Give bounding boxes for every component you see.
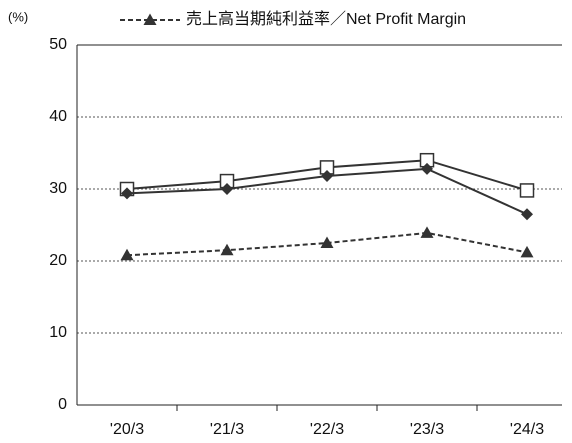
marker <box>120 248 134 261</box>
marker <box>421 162 433 175</box>
marker <box>519 183 535 198</box>
x-tick-label: '20/3 <box>110 421 144 438</box>
x-tick-label: '23/3 <box>410 421 444 438</box>
legend-label: 売上高当期純利益率／Net Profit Margin <box>186 10 466 28</box>
marker <box>320 236 334 248</box>
marker <box>121 187 133 200</box>
y-axis-label: (%) <box>8 9 28 24</box>
y-tick-label: 0 <box>58 396 67 413</box>
marker <box>420 226 434 238</box>
x-tick-label: '24/3 <box>510 421 544 438</box>
marker <box>321 170 333 183</box>
marker <box>143 13 157 25</box>
marker <box>521 208 533 221</box>
y-tick-label: 20 <box>49 252 67 269</box>
y-tick-label: 40 <box>49 108 67 125</box>
y-tick-label: 10 <box>49 324 67 341</box>
y-tick-label: 50 <box>49 36 67 53</box>
y-tick-label: 30 <box>49 180 67 197</box>
x-tick-label: '21/3 <box>210 421 244 438</box>
x-tick-label: '22/3 <box>310 421 344 438</box>
marker <box>520 245 534 258</box>
marker <box>221 183 233 195</box>
marker <box>220 243 234 256</box>
